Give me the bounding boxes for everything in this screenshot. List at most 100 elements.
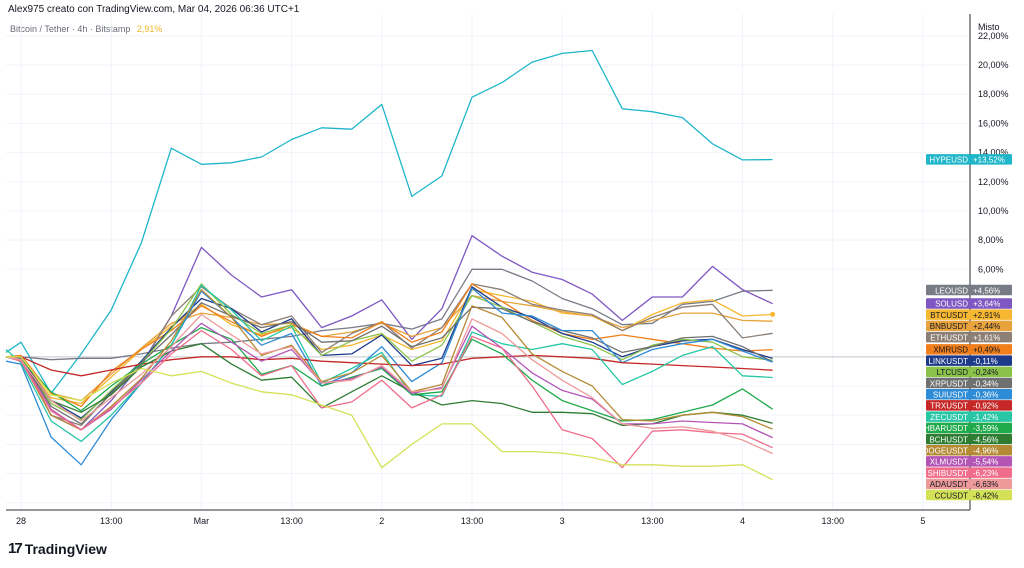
series-value-badge: [970, 298, 1012, 309]
series-name-text: BNBUSDT: [930, 322, 968, 331]
series-line-ccusdt: [6, 356, 773, 481]
series-name-text: XMRUSD: [933, 346, 968, 355]
series-value-text: +2,44%: [973, 322, 1000, 331]
series-value-badge: [970, 154, 1012, 165]
series-line-bnbusdt: [5, 294, 773, 402]
series-name-text: CCUSDT: [935, 491, 968, 500]
series-line-dogeusdt: [5, 289, 773, 431]
y-tick-label: 12,00%: [978, 177, 1009, 187]
y-tick-label: 16,00%: [978, 118, 1009, 128]
x-tick-label: 13:00: [461, 516, 484, 526]
series-name-badge: [926, 478, 970, 490]
series-label-xlmusdt: XLMUSDT -5,54%: [926, 456, 1012, 467]
series-value-text: -0,24%: [973, 368, 998, 377]
x-tick-label: 13:00: [641, 516, 664, 526]
series-label-zecusdt: ZECUSDT -1,42%: [926, 411, 1012, 422]
series-value-badge: [970, 309, 1012, 320]
series-name-badge: [926, 344, 970, 355]
x-tick-label: 3: [560, 516, 565, 526]
series-label-ccusdt: CCUSDT -8,42%: [926, 489, 1012, 501]
series-value-text: +3,64%: [973, 300, 1000, 309]
brand-name: TradingView: [24, 540, 107, 557]
series-label-xmrusd: XMRUSD +0,49%: [926, 344, 1012, 355]
y-tick-label: 18,00%: [978, 89, 1009, 99]
series-name-badge: [926, 377, 970, 389]
series-line-zecusdt: [5, 284, 773, 443]
y-tick-label: 20,00%: [978, 60, 1009, 70]
series-value-text: -0,11%: [973, 357, 998, 366]
series-name-badge: [926, 444, 970, 456]
series-label-linkusdt: LINKUSDT -0,11%: [926, 355, 1012, 366]
series-value-badge: [970, 320, 1012, 332]
series-value-text: -6,63%: [973, 480, 998, 489]
series-label-adausdt: ADAUSDT -6,63%: [926, 478, 1012, 490]
series-value-badge: [970, 366, 1012, 378]
series-name-text: SHIBUSDT: [928, 469, 969, 478]
series-value-text: +13,52%: [973, 156, 1005, 165]
series-value-text: +0,49%: [973, 346, 1000, 355]
series-name-text: LINKUSDT: [928, 357, 968, 366]
series-value-text: +2,91%: [973, 311, 1000, 320]
series-value-text: -5,54%: [973, 458, 998, 467]
series-name-text: BTCUSDT: [930, 311, 968, 320]
series-line-xrpusdt: [5, 302, 773, 425]
series-name-badge: [926, 467, 970, 478]
series-label-bchusdt: BCHUSDT -4,56%: [926, 433, 1012, 445]
series-line-linkusdt: [5, 286, 773, 419]
symbol-legend[interactable]: Bitcoin / Tether · 4h · Bitstamp 2,91%: [10, 24, 162, 34]
series-name-badge: [926, 154, 970, 165]
series-name-text: HYPEUSD: [929, 156, 968, 165]
series-label-suiusdt: SUIUSDT -0,36%: [926, 388, 1012, 400]
btc-last-dot: [770, 311, 776, 317]
series-value-badge: [970, 344, 1012, 355]
series-name-text: BCHUSDT: [929, 435, 968, 444]
series-value-badge: [970, 467, 1012, 478]
series-name-badge: [926, 388, 970, 400]
tradingview-logo-icon: 17: [8, 540, 23, 557]
series-name-text: TRXUSDT: [930, 402, 968, 411]
time-axis[interactable]: 28 13:00 Mar 13:00 2 13:00 3 13:00 4 13:00 5: [6, 509, 970, 526]
series-labels: HYPEUSD +13,52%LEOUSD +4,56%SOLUSD +3,64%BT…: [923, 154, 1012, 501]
series-value-text: -6,23%: [973, 469, 998, 478]
series-name-text: SOLUSD: [935, 300, 968, 309]
series-label-hbarusdt: HBARUSDT -3,59%: [924, 422, 1012, 434]
series-label-xrpusdt: XRPUSDT -0,34%: [926, 377, 1012, 389]
series-name-badge: [926, 331, 970, 343]
price-axis[interactable]: 6,00% 8,00% 10,00% 12,00% 14,00% 16,00% 18,00%…: [969, 14, 1009, 510]
series-lines: [5, 49, 776, 481]
tradingview-logo[interactable]: 17 TradingView: [8, 540, 107, 557]
x-tick-label: 2: [379, 516, 384, 526]
series-value-text: -8,42%: [973, 491, 998, 500]
y-tick-label: 14,00%: [978, 148, 1009, 158]
series-line-ltcusd: [5, 283, 773, 421]
y-tick-label: 10,00%: [978, 206, 1009, 216]
x-tick-label: 5: [920, 516, 925, 526]
series-value-text: -1,42%: [973, 413, 998, 422]
series-line-shibusdt: [5, 329, 773, 469]
series-value-text: -4,96%: [973, 446, 998, 455]
x-tick-label: 13:00: [821, 516, 844, 526]
series-value-badge: [970, 400, 1012, 411]
series-name-badge: [926, 433, 970, 445]
series-label-bnbusdt: BNBUSDT +2,44%: [926, 320, 1012, 332]
series-line-trxusdt: [6, 354, 773, 377]
series-value-badge: [970, 377, 1012, 389]
series-line-hypeusd: [5, 49, 773, 394]
series-name-text: LTCUSD: [937, 368, 969, 377]
x-tick-label: 4: [740, 516, 745, 526]
series-name-text: XRPUSDT: [930, 379, 968, 388]
series-value-badge: [970, 355, 1012, 366]
series-value-badge: [970, 444, 1012, 456]
y-tick-label: 8,00%: [978, 235, 1004, 245]
series-label-solusd: SOLUSD +3,64%: [926, 298, 1012, 309]
series-name-text: ZECUSDT: [930, 413, 968, 422]
series-name-text: HBARUSDT: [924, 424, 968, 433]
series-value-badge: [970, 284, 1012, 296]
x-tick-label: 13:00: [100, 516, 123, 526]
series-value-text: +1,61%: [973, 333, 1000, 342]
series-value-badge: [970, 388, 1012, 400]
x-tick-label: Mar: [194, 516, 210, 526]
series-line-adausdt: [5, 313, 773, 455]
series-name-text: ETHUSDT: [930, 333, 968, 342]
